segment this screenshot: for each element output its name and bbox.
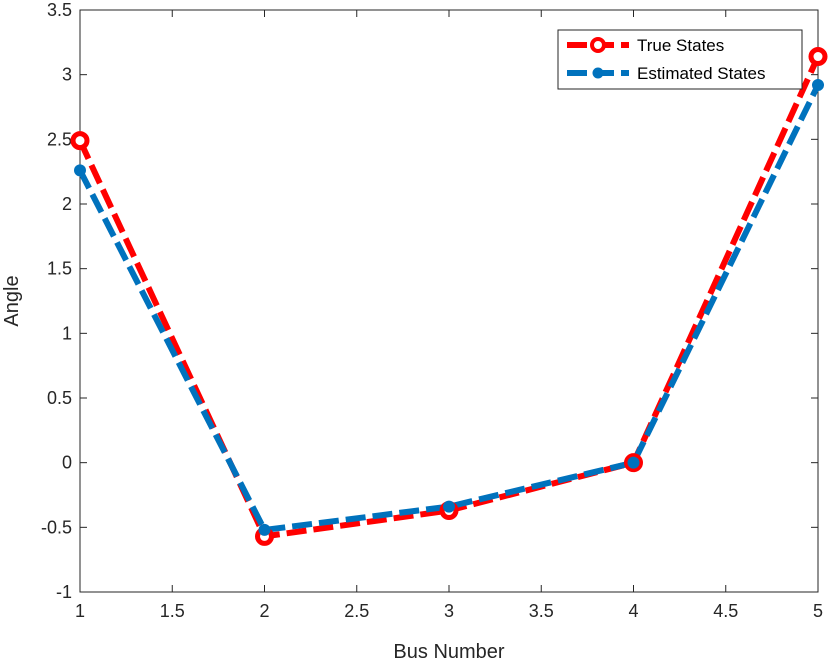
y-tick-label: 0 xyxy=(62,453,72,473)
x-tick-label: 2 xyxy=(259,601,269,621)
legend-label-estimated-states: Estimated States xyxy=(637,64,766,83)
legend-marker-true-states xyxy=(590,37,606,53)
y-tick-label: 1.5 xyxy=(47,259,72,279)
y-tick-label: 0.5 xyxy=(47,388,72,408)
x-tick-label: 5 xyxy=(813,601,823,621)
data-point-estimated-states xyxy=(258,523,271,536)
y-tick-label: 1 xyxy=(62,323,72,343)
x-tick-label: 3.5 xyxy=(529,601,554,621)
series-markers xyxy=(70,47,828,546)
x-tick-label: 3 xyxy=(444,601,454,621)
x-tick-label: 2.5 xyxy=(344,601,369,621)
data-point-estimated-states xyxy=(74,164,86,177)
x-tick-label: 1 xyxy=(75,601,85,621)
y-tick-label: -1 xyxy=(56,582,72,602)
plot-area xyxy=(79,9,819,593)
x-tick-label: 1.5 xyxy=(160,601,185,621)
y-tick-label: 2 xyxy=(62,194,72,214)
y-tick-label: 3 xyxy=(62,65,72,85)
x-axis-label: Bus Number xyxy=(393,641,504,663)
data-point-true-states xyxy=(808,47,828,67)
legend-label-true-states: True States xyxy=(637,36,724,55)
data-point-estimated-states xyxy=(443,500,455,513)
data-point-true-states xyxy=(70,131,90,151)
x-tick-label: 4 xyxy=(628,601,638,621)
y-axis-label: Angle xyxy=(1,275,23,326)
legend: True States Estimated States xyxy=(557,29,803,90)
y-tick-label: -0.5 xyxy=(41,517,72,537)
x-tick-label: 4.5 xyxy=(713,601,738,621)
series-line-estimated-states xyxy=(77,83,821,533)
y-tick-label: 3.5 xyxy=(47,0,72,20)
legend-marker-estimated-states xyxy=(592,67,604,79)
data-point-estimated-states xyxy=(812,79,824,92)
axis-ticks: 1 1.5 2 2.5 3 3.5 4 4.5 5 -1 -0.5 0 0.5 1 1.5 2 2.5 3 3.5 xyxy=(41,0,823,621)
y-tick-label: 2.5 xyxy=(47,129,72,149)
data-point-estimated-states xyxy=(627,456,640,469)
